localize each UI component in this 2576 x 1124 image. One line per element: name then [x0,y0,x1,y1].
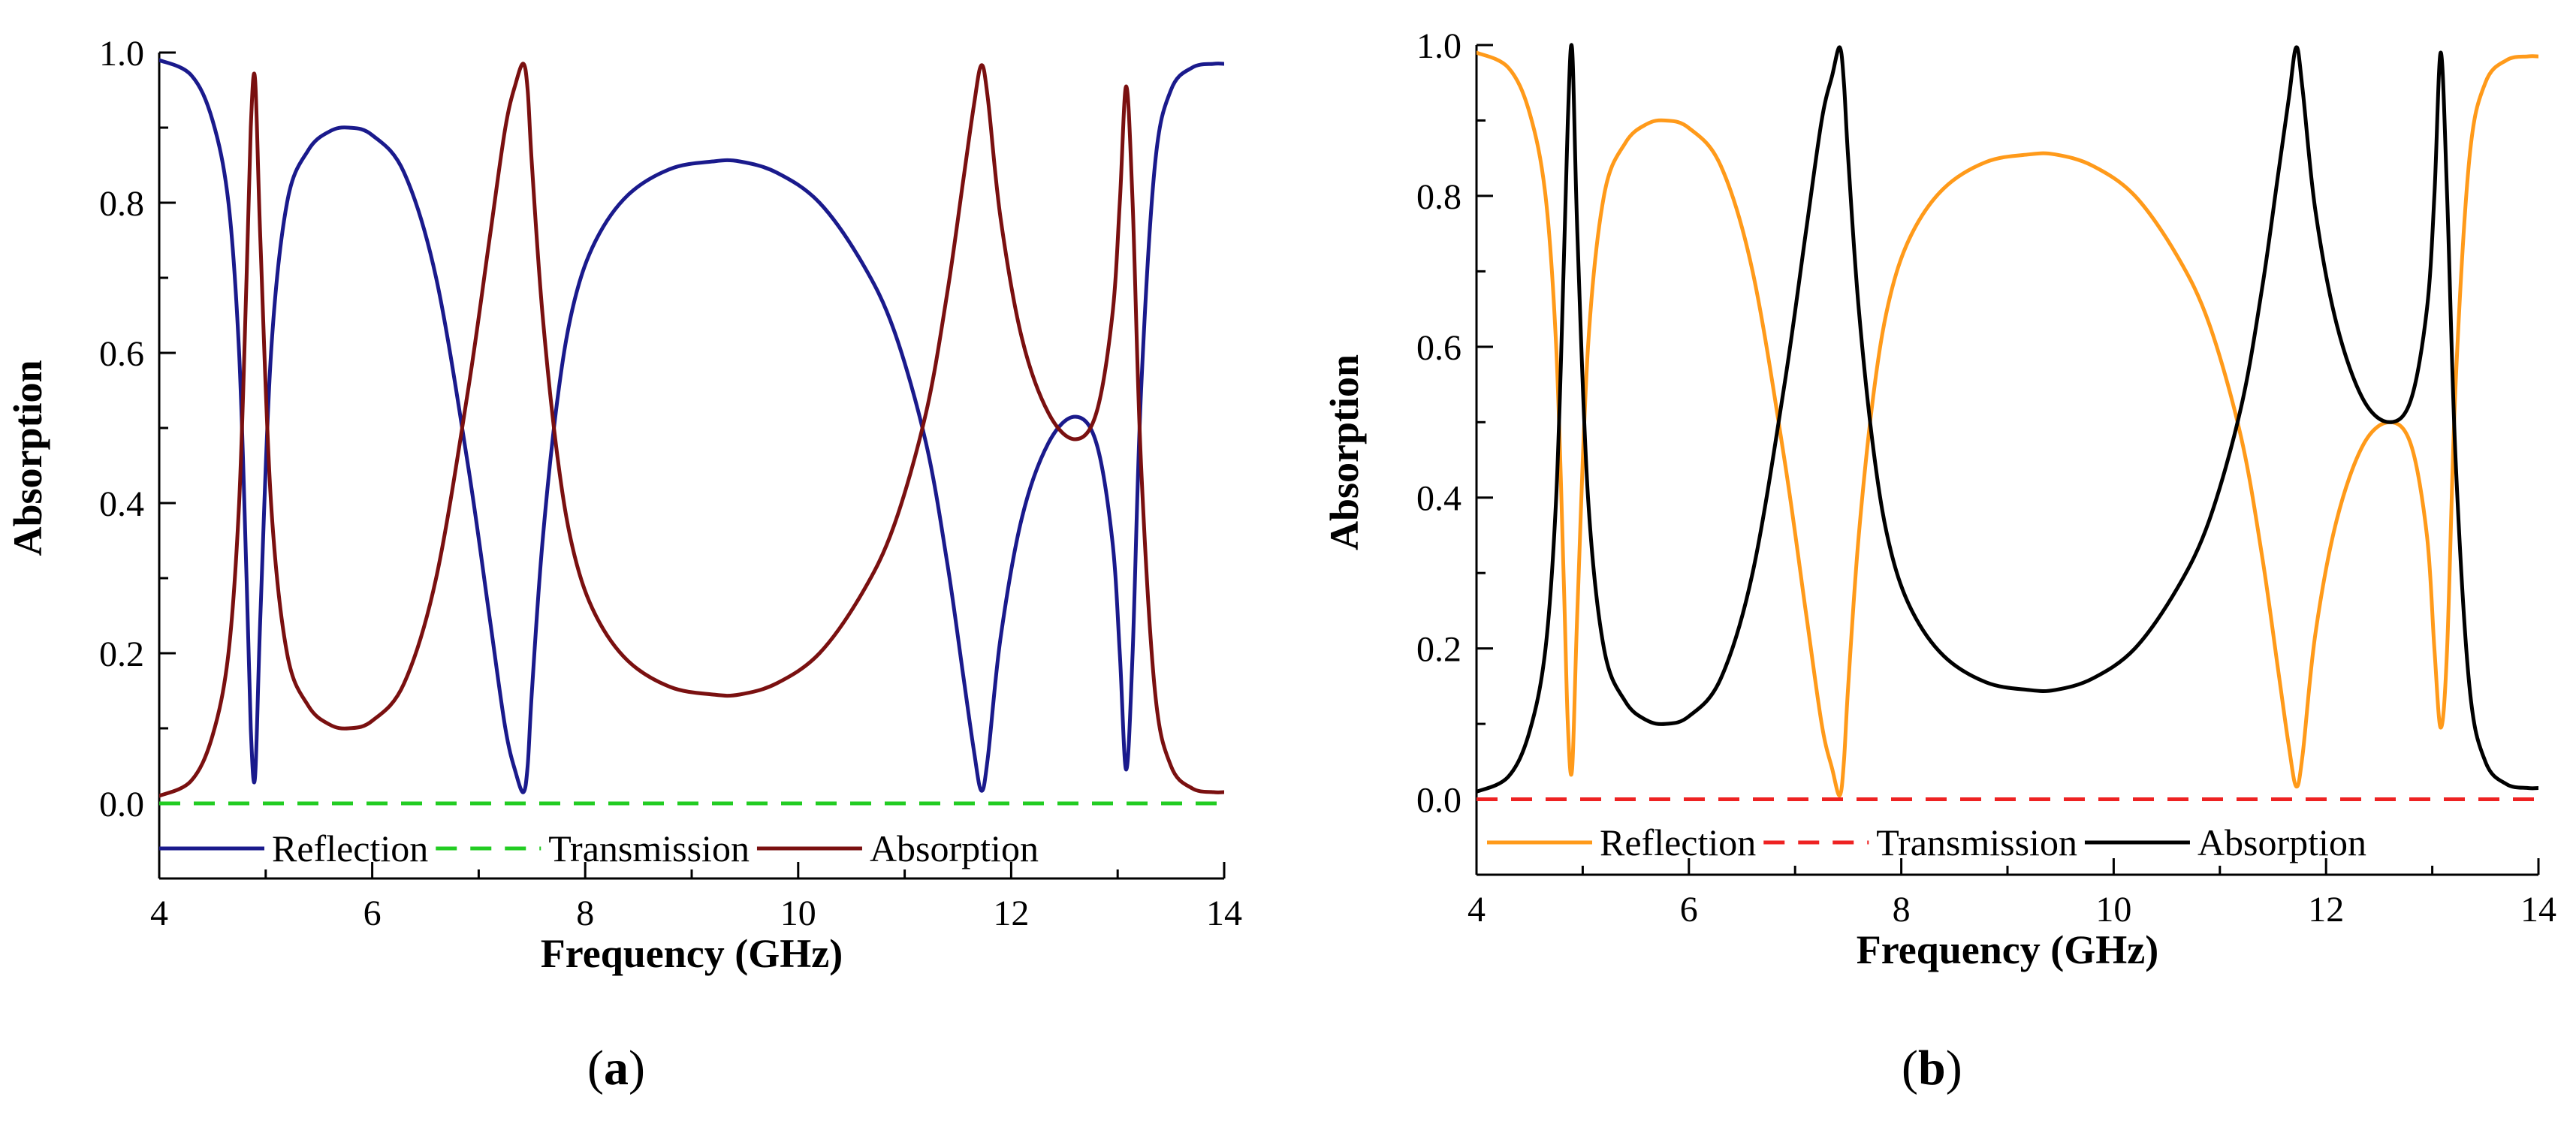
legend-label-transmission: Transmission [548,827,750,869]
x-tick-label: 4 [1467,890,1486,930]
y-tick-label: 0.8 [99,184,144,224]
chart-panel-a: 0.0 0.2 0.4 0.6 0.8 1.0 4 6 8 10 12 14 Frequency (GH… [5,34,1242,976]
y-axis-label: Absorption [5,360,50,556]
y-axis-label: Absorption [1322,354,1367,550]
x-axis-label: Frequency (GHz) [541,931,843,976]
y-tick-label: 0.6 [99,334,144,374]
series-line-reflection [159,58,1224,794]
legend-label-reflection: Reflection [272,827,428,869]
legend-label-transmission: Transmission [1876,821,2077,863]
y-tick-label: 0.0 [99,785,144,824]
series-line-absorption [159,62,1224,798]
legend-label-absorption: Absorption [2197,821,2366,863]
legend-label-absorption: Absorption [870,827,1039,869]
x-tick-label: 4 [150,893,168,933]
panel-caption-a: (a) [587,1041,645,1095]
x-tick-label: 6 [363,893,382,933]
y-tick-label: 1.0 [99,34,144,74]
y-tick-label: 0.6 [1416,328,1461,368]
y-tick-label: 0.4 [99,484,144,524]
chart-panel-b: 0.0 0.2 0.4 0.6 0.8 1.0 4 6 8 10 12 14 Frequency (GH… [1322,26,2556,972]
x-tick-label: 10 [2095,890,2131,930]
series-line-absorption [1477,43,2538,794]
y-tick-label: 0.8 [1416,177,1461,217]
x-tick-label: 8 [576,893,594,933]
panel-letter-a: a [603,1041,629,1095]
x-tick-label: 14 [1206,893,1242,933]
series-line-reflection [1477,50,2538,798]
x-tick-label: 10 [780,893,816,933]
x-axis-label: Frequency (GHz) [1857,927,2158,972]
y-tick-label: 0.2 [99,634,144,674]
x-tick-label: 6 [1680,890,1698,930]
x-tick-label: 12 [2308,890,2344,930]
x-tick-label: 12 [993,893,1029,933]
y-tick-label: 0.4 [1416,479,1461,519]
x-tick-label: 8 [1893,890,1911,930]
legend-label-reflection: Reflection [1600,821,1756,863]
y-tick-label: 0.2 [1416,630,1461,670]
panel-caption-b: (b) [1902,1041,1962,1095]
panel-letter-b: b [1917,1041,1946,1095]
y-tick-label: 1.0 [1416,26,1461,66]
y-tick-label: 0.0 [1416,781,1461,821]
x-tick-label: 14 [2520,890,2556,930]
